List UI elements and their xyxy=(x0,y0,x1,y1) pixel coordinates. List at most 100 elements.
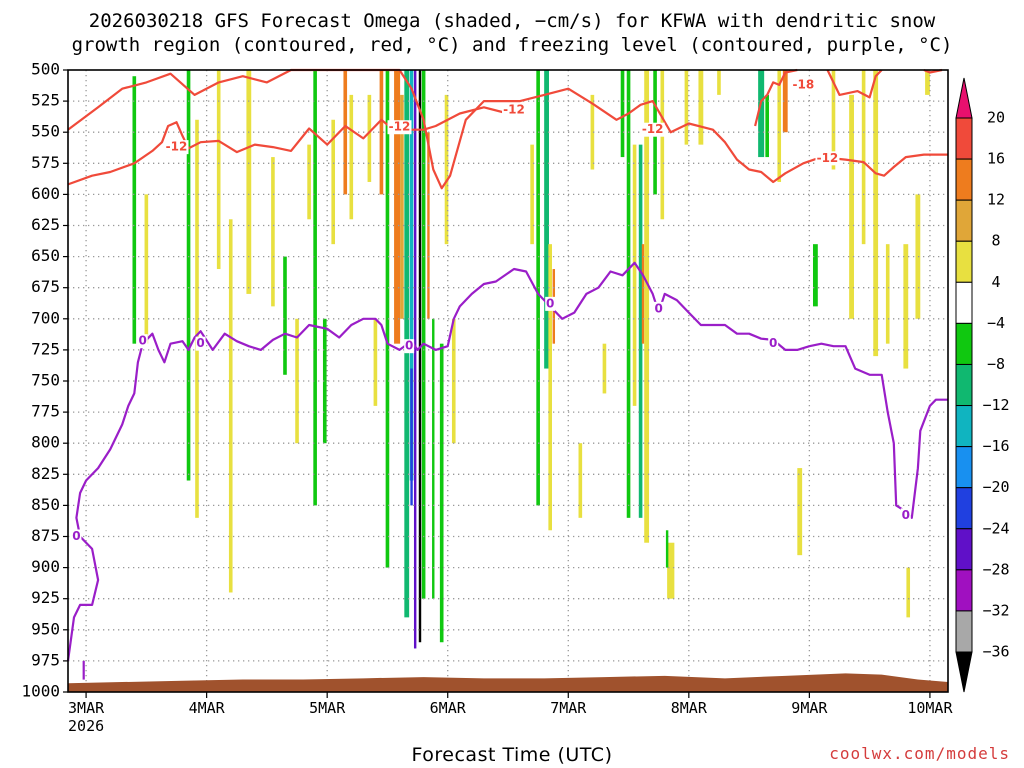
omega-shade-column xyxy=(849,94,854,319)
y-tick-label: 850 xyxy=(31,495,60,514)
dgz-label-bg xyxy=(502,102,527,117)
omega-shade-column xyxy=(620,70,625,158)
colorbar-label: −32 xyxy=(982,601,1009,619)
y-tick-label: 925 xyxy=(31,588,60,607)
colorbar-box xyxy=(955,117,973,160)
freezing-contour-label: 0 xyxy=(72,529,80,543)
omega-shade-column xyxy=(885,244,890,344)
omega-shade-column xyxy=(660,70,665,220)
omega-shade-column xyxy=(343,70,348,195)
dgz-contour-line xyxy=(754,68,798,127)
freezing-contour-label: 0 xyxy=(769,336,777,350)
y-tick-label: 600 xyxy=(31,184,60,203)
omega-shade-column xyxy=(413,70,417,649)
colorbar-label: 12 xyxy=(987,191,1005,209)
y-tick-label: 1000 xyxy=(21,682,60,701)
y-tick-label: 750 xyxy=(31,371,60,390)
y-tick-label: 725 xyxy=(31,339,60,358)
omega-shade-column xyxy=(144,194,149,344)
omega-shade-column xyxy=(777,70,782,182)
y-tick-label: 575 xyxy=(31,153,60,172)
terrain-area xyxy=(68,673,948,692)
omega-shade-column xyxy=(717,70,721,95)
freezing-label-bg xyxy=(195,336,206,351)
omega-shade-column xyxy=(295,318,299,444)
omega-shade-column xyxy=(349,94,354,220)
chart-title-line-2: growth region (contoured, red, °C) and f… xyxy=(71,34,953,56)
dgz-label-bg xyxy=(387,120,412,135)
colorbar-box xyxy=(955,487,973,530)
x-tick-sublabel: 2026 xyxy=(68,717,104,735)
omega-shade-column xyxy=(667,542,675,599)
omega-shade-column xyxy=(590,94,595,170)
dgz-label-bg xyxy=(791,77,816,92)
omega-shade-column xyxy=(638,144,643,518)
omega-shade-column xyxy=(903,244,909,369)
omega-shade-column xyxy=(271,157,275,307)
omega-shade-column xyxy=(195,119,199,518)
x-tick-label: 10MAR xyxy=(907,699,953,717)
omega-shade-column xyxy=(283,256,287,375)
omega-shade-column xyxy=(331,119,336,245)
dgz-contour-label: -12 xyxy=(503,102,525,116)
omega-shade-column xyxy=(925,70,930,95)
freezing-label-bg xyxy=(653,301,664,316)
x-tick-label: 3MAR xyxy=(68,699,105,717)
omega-shade-column xyxy=(758,70,765,158)
x-tick-label: 7MAR xyxy=(550,699,587,717)
freezing-level-contour: 0 0 0 0 0 0 0 0 xyxy=(66,261,948,680)
freezing-label-bg xyxy=(71,529,82,544)
colorbar-label: −20 xyxy=(982,478,1009,496)
omega-shade-column xyxy=(861,70,866,245)
source-credit: coolwx.com/models xyxy=(829,744,1010,763)
x-tick-label: 4MAR xyxy=(189,699,226,717)
y-tick-label: 975 xyxy=(31,650,60,669)
colorbar-label: −8 xyxy=(987,355,1005,373)
omega-shade-column xyxy=(400,94,404,319)
y-tick-label: 825 xyxy=(31,464,60,483)
omega-shade-column xyxy=(684,70,689,145)
omega-shading xyxy=(132,70,930,649)
omega-shade-column xyxy=(421,70,426,599)
omega-shade-column xyxy=(602,343,607,394)
omega-shade-column xyxy=(367,94,372,182)
omega-shade-column xyxy=(665,530,669,568)
freezing-contour-label: 0 xyxy=(139,334,147,348)
dgz-label-bg xyxy=(164,140,189,155)
colorbar-label: 8 xyxy=(991,232,1000,250)
gridlines xyxy=(68,70,948,692)
colorbar-box xyxy=(955,240,973,283)
colorbar-label: 16 xyxy=(987,150,1005,168)
dgz-contour-line xyxy=(67,68,948,190)
freezing-contour-label: 0 xyxy=(196,336,204,350)
omega-shade-column xyxy=(544,70,549,369)
omega-shade-column xyxy=(410,368,413,506)
freezing-contour-label: 0 xyxy=(902,508,910,522)
dgz-contour-label: -12 xyxy=(389,120,411,134)
colorbar-label: −36 xyxy=(982,643,1009,661)
colorbar-box xyxy=(955,199,973,242)
omega-shade-column xyxy=(797,468,803,556)
colorbar-label: −12 xyxy=(982,396,1009,414)
omega-shade-column xyxy=(373,318,378,406)
omega-shade-column xyxy=(409,70,414,481)
omega-shade-column xyxy=(530,144,534,245)
omega-shade-column xyxy=(394,70,401,344)
omega-shade-column xyxy=(307,144,311,220)
colorbar-label: 4 xyxy=(991,273,1000,291)
dgz-contours: -12 -12 -12 -12 -12 -18 xyxy=(67,68,948,190)
x-tick-label: 8MAR xyxy=(671,699,708,717)
colorbar-label: −16 xyxy=(982,437,1009,455)
y-tick-label: 950 xyxy=(31,619,60,638)
freezing-contour-label: 0 xyxy=(655,301,663,315)
colorbar-box xyxy=(955,281,973,324)
colorbar-label: 20 xyxy=(987,109,1005,127)
omega-shade-column xyxy=(765,94,769,158)
omega-shade-column xyxy=(313,70,317,506)
dgz-contour-line xyxy=(923,68,943,74)
colorbar-box xyxy=(955,363,973,407)
dgz-label-bg xyxy=(815,151,840,166)
dgz-contour-line xyxy=(826,69,883,99)
freezing-level-line xyxy=(66,261,948,662)
y-tick-label: 775 xyxy=(31,402,60,421)
